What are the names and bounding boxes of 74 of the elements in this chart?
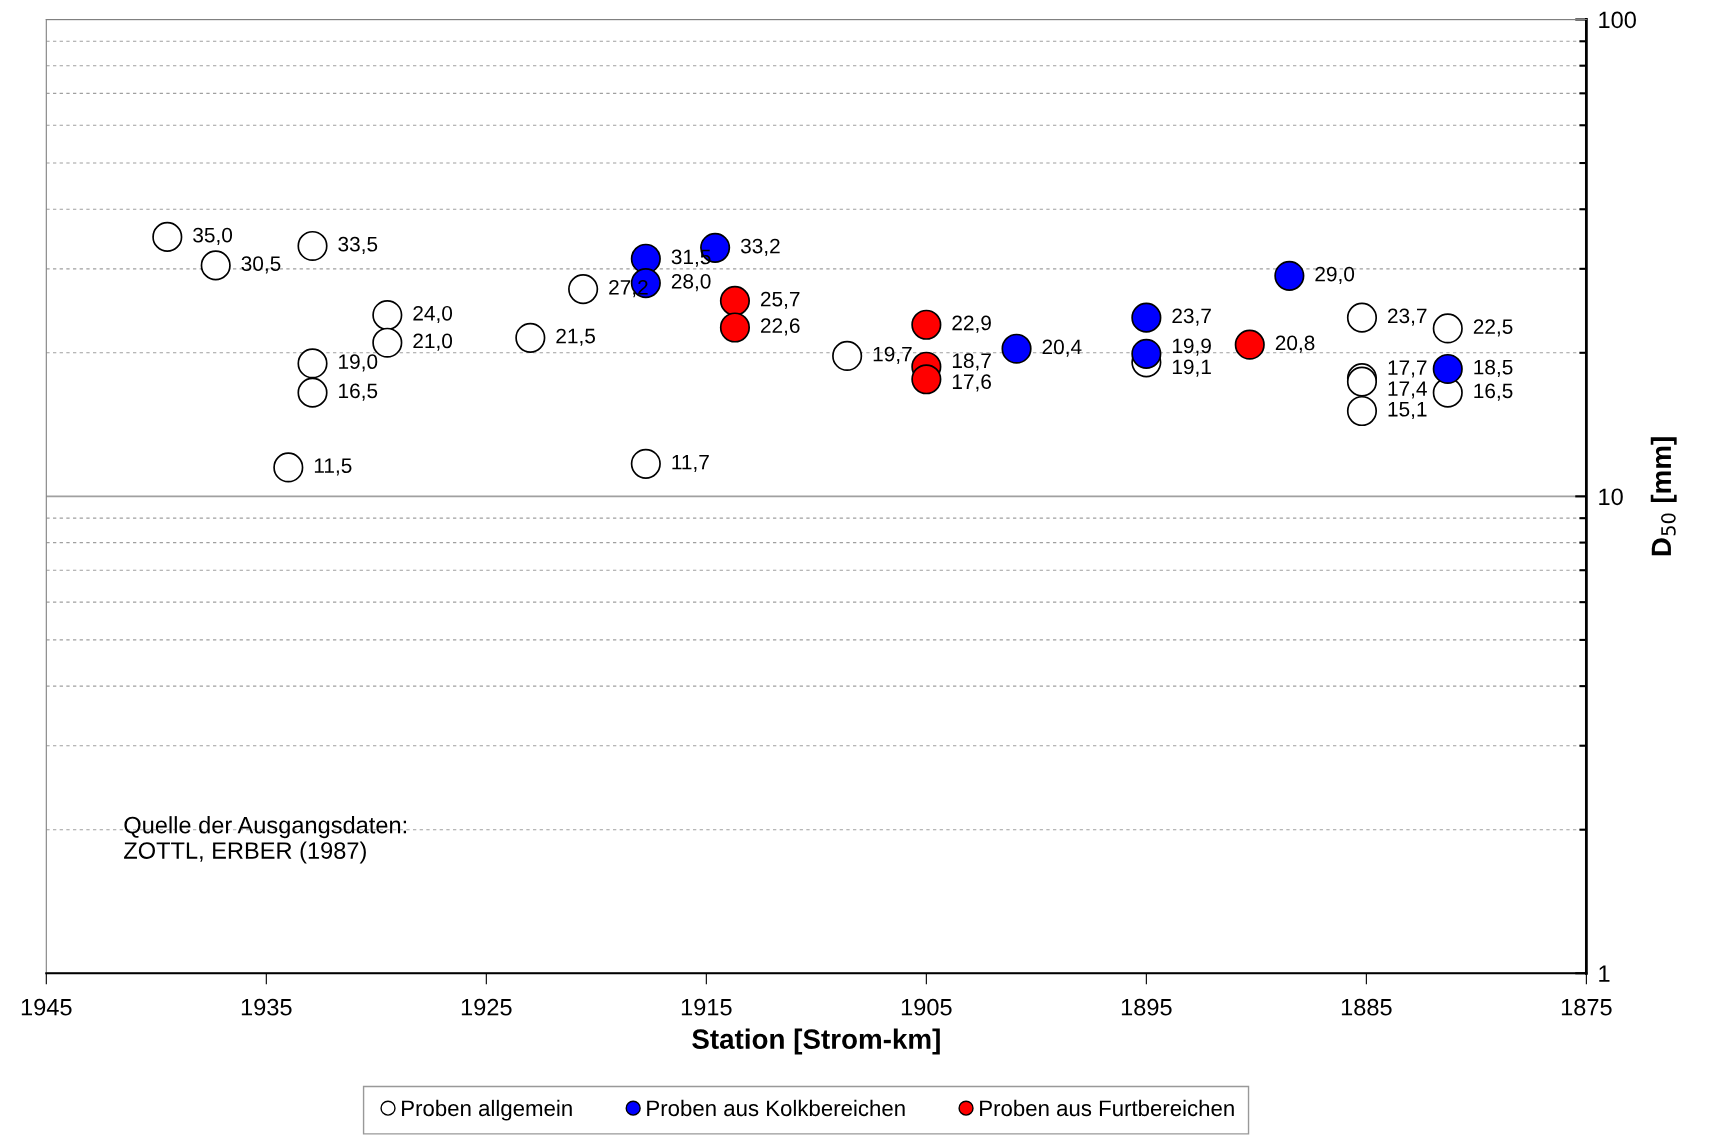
point xyxy=(1432,353,1463,385)
data-label: 24,0 xyxy=(413,305,453,324)
data-label: 33,5 xyxy=(338,236,378,255)
data-label: 31,5 xyxy=(671,249,711,267)
data-label: 28,0 xyxy=(671,273,711,292)
point xyxy=(719,285,751,316)
point xyxy=(1274,260,1305,291)
data-label: 23,7 xyxy=(1172,308,1211,326)
data-label: 21,5 xyxy=(556,328,595,346)
point xyxy=(1001,333,1032,364)
x-tick-label: 1885 xyxy=(1341,998,1392,1016)
point xyxy=(1131,338,1162,369)
data-label: 16,5 xyxy=(339,383,378,401)
point xyxy=(832,340,863,371)
x-axis-title: Station [Strom-km] xyxy=(692,1028,940,1055)
legend-label: Proben allgemein xyxy=(402,1099,572,1121)
x-tick-label: 1895 xyxy=(1121,998,1172,1016)
x-tick-label: 1905 xyxy=(901,998,952,1016)
point xyxy=(297,230,328,262)
data-label: 20,8 xyxy=(1275,335,1315,353)
data-label: 20,4 xyxy=(1042,339,1082,357)
data-label: 22,5 xyxy=(1473,319,1513,337)
data-label: 25,7 xyxy=(760,291,800,309)
data-label: 11,7 xyxy=(672,454,709,472)
data-label: 11,5 xyxy=(314,458,352,476)
point xyxy=(515,322,546,353)
point xyxy=(152,221,183,252)
point xyxy=(1131,302,1162,333)
point xyxy=(1346,395,1378,427)
annotation: Quelle der Ausgangsdaten: ZOTTL, ERBER (1987) xyxy=(124,816,407,864)
data-label: 33,2 xyxy=(740,238,780,256)
data-label: 22,6 xyxy=(760,318,800,336)
point xyxy=(630,448,661,479)
data-label: 19,9 xyxy=(1172,338,1211,356)
data-label: 30,5 xyxy=(241,256,281,274)
x-tick-label: 1925 xyxy=(461,998,512,1016)
data-label: 19,7 xyxy=(873,346,912,364)
data-label: 17,4 xyxy=(1388,381,1427,399)
point xyxy=(911,364,942,395)
point xyxy=(568,274,599,305)
data-label: 35,0 xyxy=(193,227,233,245)
point xyxy=(200,250,231,281)
point xyxy=(297,348,328,379)
point xyxy=(630,243,661,274)
y-tick-label: 1 xyxy=(1599,965,1610,982)
point xyxy=(1346,302,1378,333)
point xyxy=(372,299,403,331)
legend-label: Proben aus Furtbereichen xyxy=(980,1099,1234,1117)
data-label: 17,6 xyxy=(952,374,991,392)
data-label: 22,9 xyxy=(952,315,991,333)
x-tick-label: 1935 xyxy=(241,998,292,1016)
point xyxy=(1234,329,1265,360)
data-label: 17,7 xyxy=(1388,360,1427,378)
x-tick-label: 1875 xyxy=(1561,998,1612,1016)
data-label: 18,5 xyxy=(1474,359,1513,377)
point xyxy=(273,452,304,483)
y-axis-title: D$_{50}$ [mm] xyxy=(1650,437,1677,556)
point xyxy=(719,312,751,343)
data-label: 19,1 xyxy=(1172,359,1211,377)
data-label: 21,0 xyxy=(413,333,453,351)
x-tick-label: 1915 xyxy=(681,998,732,1016)
point xyxy=(1432,313,1463,344)
y-tick-label: 100 xyxy=(1599,11,1636,29)
data-label: 19,0 xyxy=(339,354,378,372)
data-label: 18,7 xyxy=(952,353,991,371)
x-tick-label: 1945 xyxy=(21,998,72,1016)
point xyxy=(297,377,328,408)
legend-label: Proben aus Kolkbereichen xyxy=(647,1099,905,1117)
data-label: 16,5 xyxy=(1474,383,1513,401)
y-tick-label: 10 xyxy=(1599,488,1623,506)
data-label: 15,1 xyxy=(1388,402,1427,420)
data-label: 23,7 xyxy=(1388,308,1427,326)
data-label: 29,0 xyxy=(1315,266,1355,284)
point xyxy=(911,309,942,340)
